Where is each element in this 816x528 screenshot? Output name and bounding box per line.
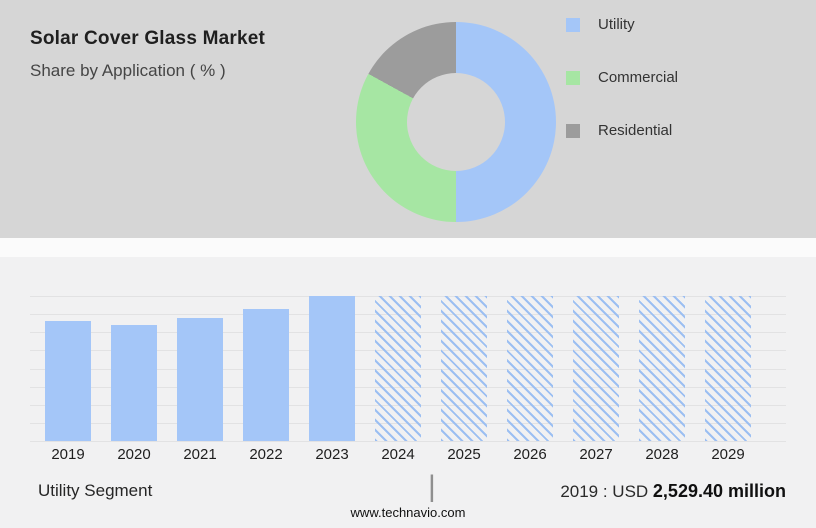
page-subtitle: Share by Application ( % ) [30, 61, 226, 80]
value-prefix: 2019 : USD [560, 482, 653, 501]
legend-item-utility: Utility [566, 16, 678, 33]
header: Solar Cover Glass Market Share by Applic… [30, 28, 265, 81]
separator-strip [0, 238, 816, 257]
x-label-2027: 2027 [579, 446, 613, 463]
x-label-2028: 2028 [645, 446, 679, 463]
bar-2022 [243, 309, 289, 441]
legend-label: Residential [598, 122, 673, 139]
x-label-2029: 2029 [711, 446, 745, 463]
x-label-2024: 2024 [381, 446, 415, 463]
bar-2023 [309, 296, 355, 441]
page-title: Solar Cover Glass Market [30, 28, 266, 49]
bar-2024-forecast [375, 296, 421, 441]
segment-label: Utility Segment [38, 481, 153, 500]
x-label-2019: 2019 [51, 446, 85, 463]
legend-swatch-commercial [566, 70, 580, 85]
bar-2025-forecast [441, 296, 487, 441]
legend-label: Commercial [598, 69, 679, 86]
x-label-2025: 2025 [447, 446, 481, 463]
bar-2028-forecast [639, 296, 685, 441]
bar-2027-forecast [573, 296, 619, 441]
x-label-2020: 2020 [117, 446, 151, 463]
bar-2029-forecast [705, 296, 751, 441]
footer-separator: | [428, 470, 436, 503]
x-label-2021: 2021 [183, 446, 217, 463]
donut-chart [356, 22, 556, 222]
x-label-2026: 2026 [513, 446, 547, 463]
legend-item-commercial: Commercial [566, 69, 678, 86]
x-label-2022: 2022 [249, 446, 283, 463]
legend-swatch-residential [566, 123, 580, 138]
bar-2026-forecast [507, 296, 553, 441]
footer-value: 2019 : USD 2,529.40 million [560, 481, 786, 502]
bar-2019 [45, 321, 91, 441]
value-amount: 2,529.40 million [652, 481, 786, 501]
bar-2020 [111, 325, 157, 441]
donut-hole [407, 73, 505, 171]
legend-swatch-utility [566, 17, 580, 32]
legend-item-residential: Residential [566, 122, 678, 139]
legend-label: Utility [598, 16, 635, 33]
bar-chart: 2019 2020 2021 2022 2023 2024 2025 2026 2027 2028… [30, 296, 786, 463]
legend: Utility Commercial Residential [566, 16, 678, 175]
x-label-2023: 2023 [315, 446, 349, 463]
bar-2021 [177, 318, 223, 441]
website-url: www.technavio.com [350, 505, 466, 520]
gridline [30, 441, 786, 442]
